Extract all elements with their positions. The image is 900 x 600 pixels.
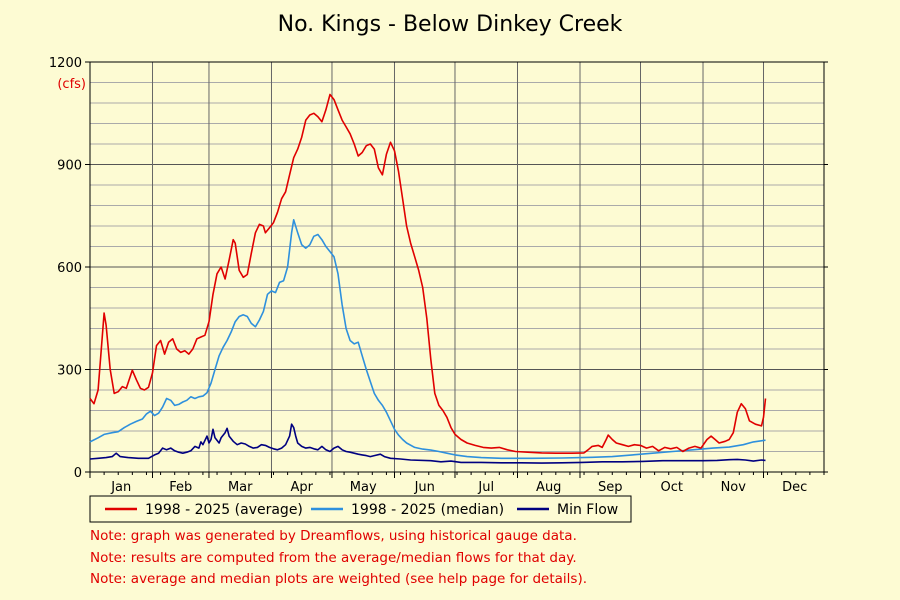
x-tick-label: Feb xyxy=(169,480,192,495)
series-lines xyxy=(89,93,767,464)
x-tick-label: Jun xyxy=(414,480,435,495)
legend-label: Min Flow xyxy=(557,502,618,518)
x-tick-label: Mar xyxy=(228,480,253,495)
series-line-0 xyxy=(89,93,767,455)
x-tick-label: Dec xyxy=(782,480,807,495)
y-tick-label: 600 xyxy=(57,261,82,276)
x-tick-label: Jan xyxy=(110,480,131,495)
x-tick-label: Sep xyxy=(598,480,623,495)
legend-label: 1998 - 2025 (average) xyxy=(145,502,303,518)
legend-label: 1998 - 2025 (median) xyxy=(351,502,504,518)
x-tick-label: Aug xyxy=(536,480,561,495)
grid-lines xyxy=(90,62,824,472)
x-tick-label: May xyxy=(350,480,377,495)
y-tick-label: 900 xyxy=(57,159,82,174)
notes-block: Note: graph was generated by Dreamflows,… xyxy=(90,526,587,591)
x-tick-label: Oct xyxy=(661,480,683,495)
axes: 0 300 600 900 1200 Jan Feb Mar Apr May Jun Jul Aug Se… xyxy=(49,56,828,495)
series-line-2 xyxy=(89,423,766,464)
x-tick-label: Jul xyxy=(477,480,494,495)
note-line: Note: average and median plots are weigh… xyxy=(90,571,588,587)
y-axis-unit-label: (cfs) xyxy=(57,77,86,92)
legend: 1998 - 2025 (average) 1998 - 2025 (median… xyxy=(89,495,632,523)
y-tick-label: 1200 xyxy=(49,56,82,71)
x-tick-label: Nov xyxy=(721,480,747,495)
note-line: Note: results are computed from the aver… xyxy=(90,549,577,566)
x-tick-label: Apr xyxy=(290,480,313,495)
note-line: Note: graph was generated by Dreamflows,… xyxy=(90,528,577,544)
y-tick-label: 300 xyxy=(57,364,82,379)
series-line-1 xyxy=(89,219,766,460)
y-tick-label: 0 xyxy=(74,466,82,481)
chart-title: No. Kings - Below Dinkey Creek xyxy=(277,12,623,37)
